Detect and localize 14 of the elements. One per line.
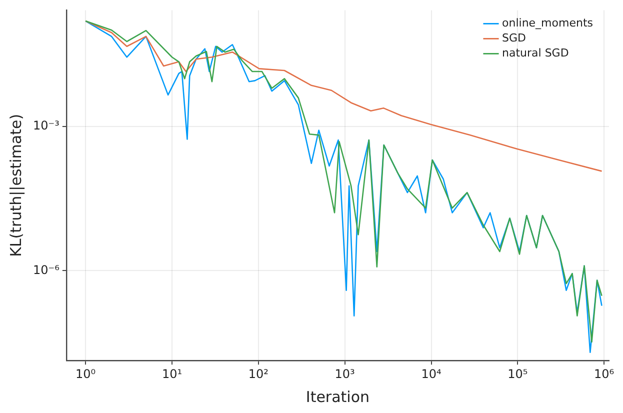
y-tick-label: 10⁻³	[32, 118, 60, 132]
y-axis-title: KL(truth||estimate)	[6, 114, 25, 257]
x-axis-title: Iteration	[306, 388, 370, 406]
x-tick-label: 10¹	[162, 366, 182, 381]
x-tick-label: 10⁴	[421, 366, 442, 381]
x-tick-label: 10⁰	[76, 366, 96, 381]
legend-label: online_moments	[502, 16, 594, 30]
legend-label: natural SGD	[502, 46, 569, 60]
x-tick-label: 10³	[334, 366, 356, 381]
y-tick-label: 10⁻⁶	[32, 262, 60, 277]
legend-label: SGD	[502, 32, 526, 45]
x-tick-label: 10⁶	[594, 366, 614, 381]
x-tick-label: 10⁵	[508, 366, 528, 381]
x-tick-label: 10²	[248, 366, 269, 381]
